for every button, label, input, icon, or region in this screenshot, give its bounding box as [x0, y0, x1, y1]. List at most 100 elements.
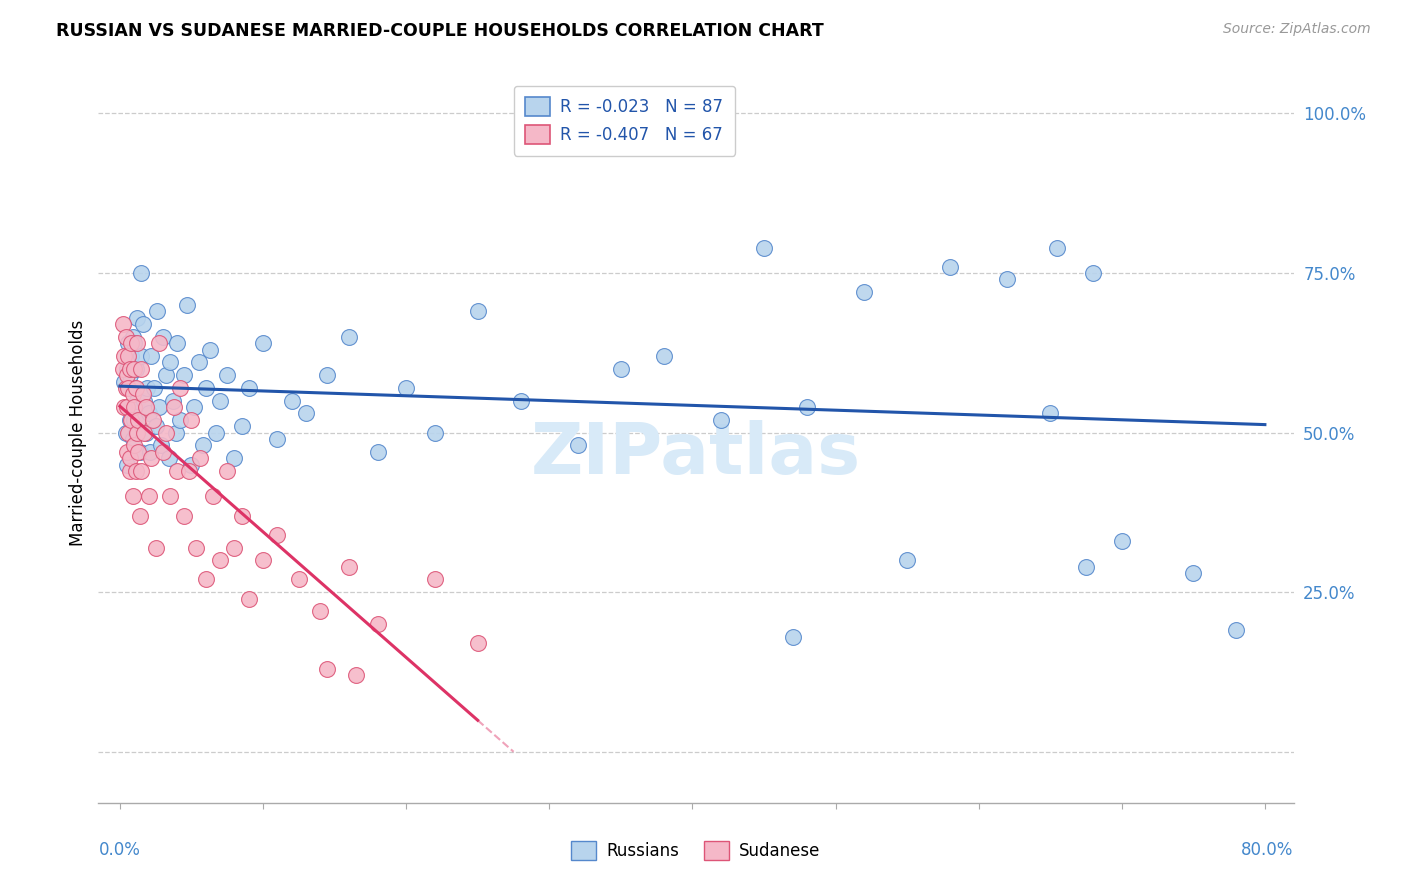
Point	[125, 310, 148, 325]
Point	[136, 381, 159, 395]
Point	[122, 438, 145, 452]
Point	[1081, 266, 1104, 280]
Point	[180, 413, 202, 427]
Point	[1046, 240, 1069, 255]
Point	[152, 330, 174, 344]
Point	[125, 336, 148, 351]
Point	[145, 541, 167, 555]
Point	[114, 330, 136, 344]
Point	[112, 400, 135, 414]
Point	[752, 240, 775, 255]
Point	[176, 298, 198, 312]
Point	[209, 393, 232, 408]
Text: ZIPatlas: ZIPatlas	[531, 420, 860, 490]
Text: Source: ZipAtlas.com: Source: ZipAtlas.com	[1223, 22, 1371, 37]
Point	[146, 304, 169, 318]
Point	[117, 336, 139, 351]
Point	[128, 413, 150, 427]
Point	[122, 361, 145, 376]
Point	[238, 381, 260, 395]
Point	[132, 317, 155, 331]
Point	[344, 668, 367, 682]
Point	[201, 490, 224, 504]
Point	[288, 573, 311, 587]
Point	[266, 432, 288, 446]
Point	[117, 349, 139, 363]
Point	[337, 330, 360, 344]
Point	[567, 438, 589, 452]
Point	[145, 419, 167, 434]
Point	[337, 559, 360, 574]
Point	[121, 330, 143, 344]
Point	[316, 368, 339, 383]
Point	[131, 266, 153, 280]
Point	[122, 400, 145, 414]
Point	[423, 573, 446, 587]
Point	[169, 413, 191, 427]
Point	[124, 381, 146, 395]
Point	[295, 407, 318, 421]
Point	[124, 425, 146, 440]
Point	[163, 400, 186, 414]
Point	[117, 381, 139, 395]
Point	[423, 425, 446, 440]
Point	[194, 573, 217, 587]
Text: 0.0%: 0.0%	[98, 841, 141, 859]
Point	[367, 617, 389, 632]
Point	[129, 508, 152, 523]
Point	[652, 349, 675, 363]
Point	[132, 387, 155, 401]
Point	[467, 304, 489, 318]
Point	[209, 553, 232, 567]
Point	[173, 368, 195, 383]
Point	[120, 413, 142, 427]
Point	[118, 464, 141, 478]
Point	[198, 343, 221, 357]
Point	[194, 381, 217, 395]
Point	[138, 407, 160, 421]
Point	[1182, 566, 1205, 580]
Point	[853, 285, 876, 300]
Text: 80.0%: 80.0%	[1241, 841, 1294, 859]
Point	[115, 400, 138, 414]
Point	[217, 368, 239, 383]
Point	[131, 349, 153, 363]
Point	[782, 630, 804, 644]
Point	[122, 413, 145, 427]
Point	[155, 368, 177, 383]
Point	[111, 317, 134, 331]
Point	[204, 425, 226, 440]
Point	[188, 451, 211, 466]
Point	[252, 336, 274, 351]
Point	[122, 381, 145, 395]
Point	[177, 464, 200, 478]
Point	[896, 553, 918, 567]
Point	[125, 425, 148, 440]
Point	[191, 438, 214, 452]
Point	[169, 381, 191, 395]
Point	[173, 508, 195, 523]
Point	[124, 464, 146, 478]
Point	[166, 464, 188, 478]
Point	[112, 375, 135, 389]
Point	[395, 381, 418, 395]
Point	[159, 490, 181, 504]
Point	[238, 591, 260, 606]
Point	[217, 464, 239, 478]
Point	[224, 541, 246, 555]
Point	[121, 490, 143, 504]
Point	[367, 444, 389, 458]
Point	[120, 400, 142, 414]
Point	[128, 444, 150, 458]
Point	[114, 425, 136, 440]
Point	[135, 400, 157, 414]
Y-axis label: Married-couple Households: Married-couple Households	[69, 319, 87, 546]
Point	[111, 361, 134, 376]
Point	[128, 413, 150, 427]
Point	[135, 425, 157, 440]
Point	[180, 458, 202, 472]
Point	[162, 393, 184, 408]
Point	[141, 349, 163, 363]
Point	[155, 425, 177, 440]
Point	[1039, 407, 1062, 421]
